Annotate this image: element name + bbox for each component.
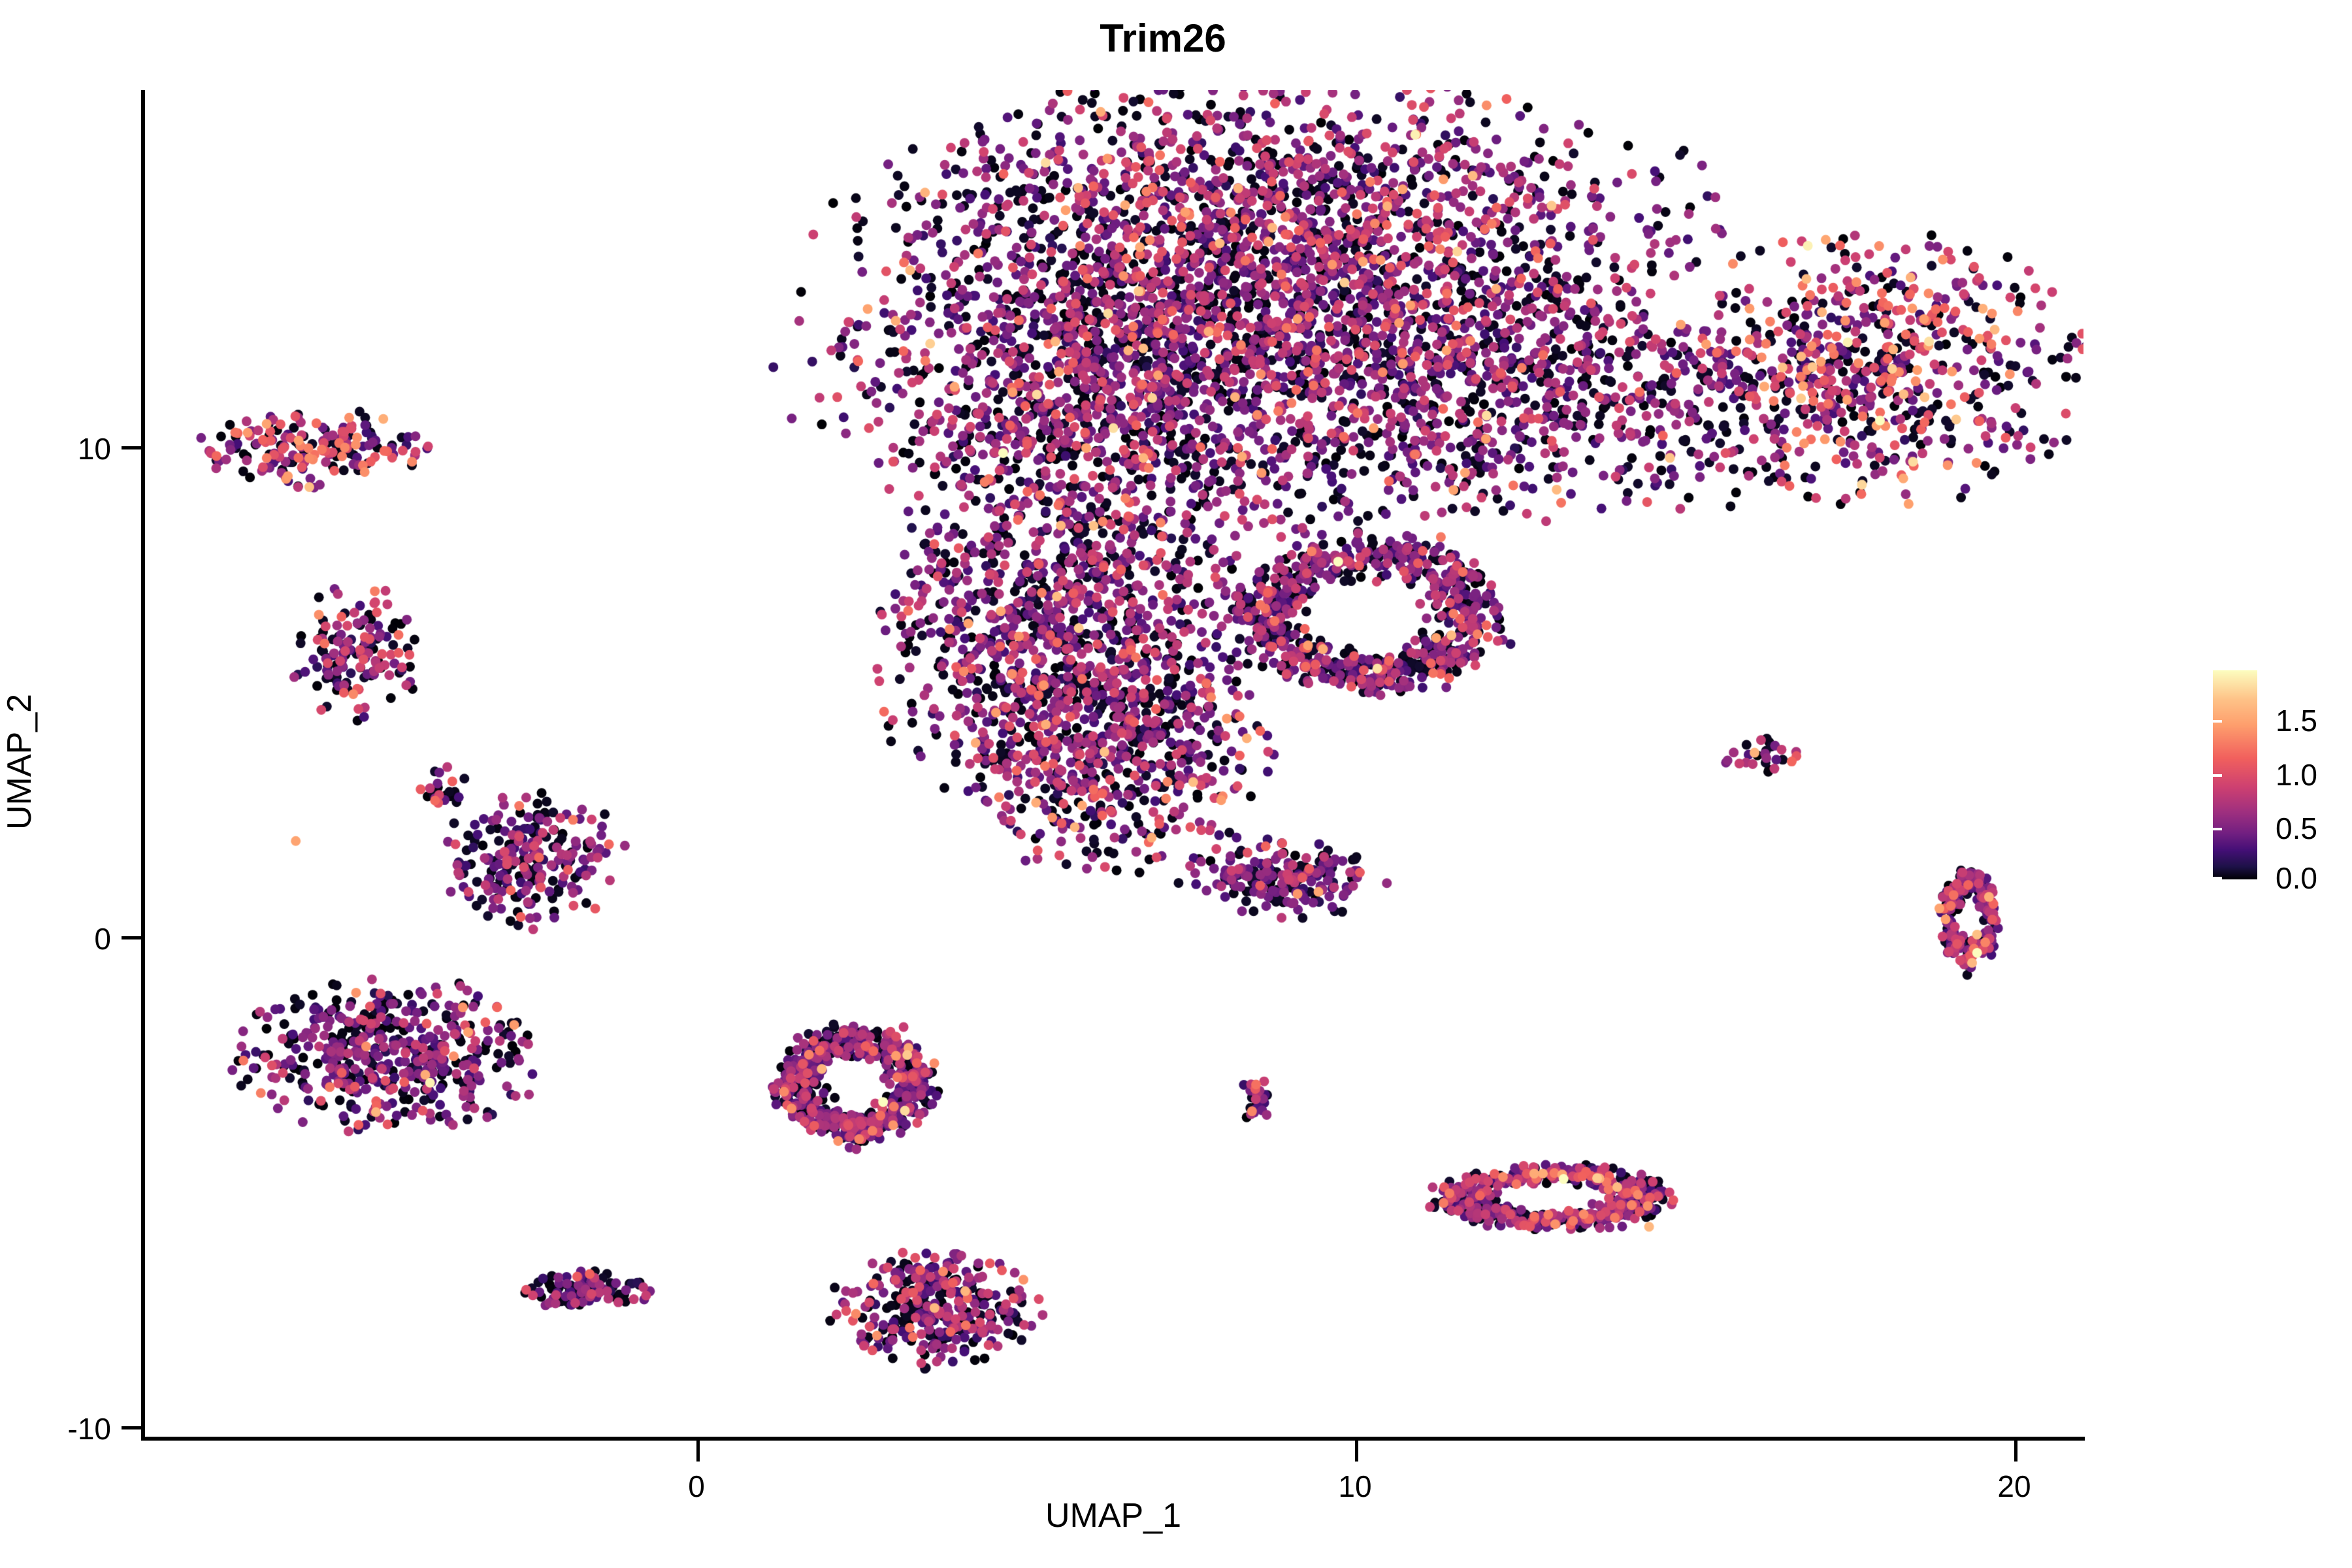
x-tick-mark-20 xyxy=(2014,1441,2017,1462)
x-tick-label-10: 10 xyxy=(1338,1469,1372,1503)
scatter-canvas xyxy=(143,90,2083,1439)
x-tick-mark-0 xyxy=(696,1441,700,1462)
y-tick-label-0: 0 xyxy=(94,922,111,956)
legend-tick-1.5-right xyxy=(2334,720,2344,723)
page-title: Trim26 xyxy=(0,16,2352,61)
legend-label-1.5: 1.5 xyxy=(2276,704,2317,738)
y-tick-mark--10 xyxy=(122,1426,142,1429)
x-axis-title: UMAP_1 xyxy=(1045,1497,1182,1535)
legend-tick-1.0-left xyxy=(2213,774,2222,777)
x-tick-mark-10 xyxy=(1355,1441,1358,1462)
x-tick-label-20: 20 xyxy=(1997,1469,2031,1503)
y-tick-label--10: -10 xyxy=(67,1412,111,1446)
color-legend: 1.5 1.0 0.5 0.0 xyxy=(2213,670,2344,895)
legend-tick-0.5-right xyxy=(2334,828,2344,830)
y-axis-title: UMAP_2 xyxy=(1,693,39,830)
plot-panel xyxy=(143,90,2083,1439)
legend-label-0.5: 0.5 xyxy=(2276,811,2317,845)
legend-label-1.0: 1.0 xyxy=(2276,758,2317,792)
legend-tick-0.0-left xyxy=(2213,877,2222,879)
legend-tick-0.5-left xyxy=(2213,828,2222,830)
x-tick-label-0: 0 xyxy=(688,1469,705,1503)
legend-tick-0.0-right xyxy=(2334,877,2344,879)
x-axis-line xyxy=(141,1437,2085,1441)
legend-label-0.0: 0.0 xyxy=(2276,861,2317,895)
y-axis-line xyxy=(141,90,145,1441)
y-tick-label-10: 10 xyxy=(77,432,111,466)
legend-tick-1.5-left xyxy=(2213,720,2222,723)
legend-tick-1.0-right xyxy=(2334,774,2344,777)
plot-title-text: Trim26 xyxy=(1100,16,1226,60)
y-tick-mark-0 xyxy=(122,936,142,939)
y-tick-mark-10 xyxy=(122,446,142,449)
